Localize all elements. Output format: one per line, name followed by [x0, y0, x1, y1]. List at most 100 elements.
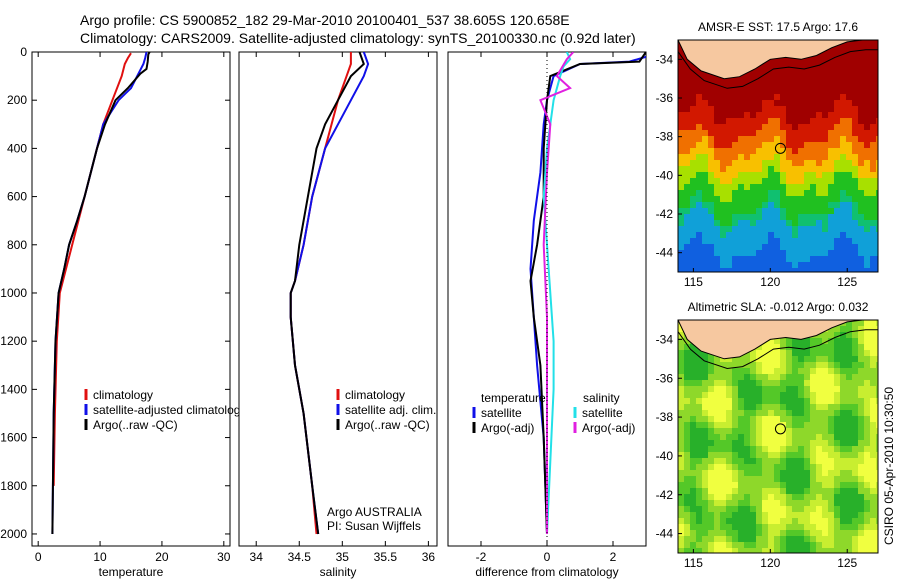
sla-map-cell: [840, 476, 847, 483]
sst-map-cell: [822, 76, 829, 83]
sst-map-cell: [840, 256, 847, 263]
difference-xtick-label: -2: [476, 550, 487, 564]
sla-map-cell: [720, 524, 727, 531]
sla-map-cell: [780, 542, 787, 549]
sst-map-cell: [738, 244, 745, 251]
sst-map-cell: [690, 214, 697, 221]
sla-map-cell: [786, 542, 793, 549]
sst-map-cell: [714, 238, 721, 245]
sst-map-cell: [762, 88, 769, 95]
sst-map-cell: [678, 106, 685, 113]
sla-map-cell: [750, 476, 757, 483]
sst-map-cell: [846, 82, 853, 89]
sla-map-cell: [750, 416, 757, 423]
sla-map-cell: [822, 410, 829, 417]
sla-map-cell: [816, 446, 823, 453]
sla-map-cell: [732, 392, 739, 399]
sla-map-cell: [756, 356, 763, 363]
sla-map-cell: [846, 470, 853, 477]
sst-map-cell: [870, 130, 877, 137]
sla-map-cell: [738, 494, 745, 501]
sst-map-cell: [738, 208, 745, 215]
sst-map-cell: [792, 58, 799, 65]
sst-map-cell: [678, 130, 685, 137]
sst-map-cell: [876, 238, 878, 245]
sla-map-cell: [690, 458, 697, 465]
sst-map-cell: [714, 106, 721, 113]
sla-map-cell: [792, 380, 799, 387]
sst-map-cell: [756, 220, 763, 227]
sst-map-cell: [756, 202, 763, 209]
sla-map-cell: [864, 524, 871, 531]
sst-map-cell: [810, 142, 817, 149]
sst-map-cell: [732, 118, 739, 125]
sla-map-cell: [834, 464, 841, 471]
sst-map-cell: [738, 250, 745, 257]
sst-map-cell: [780, 184, 787, 191]
sst-map-cell: [774, 226, 781, 233]
sla-map-cell: [858, 374, 865, 381]
sla-map-cell: [870, 422, 877, 429]
sla-map-cell: [720, 392, 727, 399]
sla-map-cell: [804, 452, 811, 459]
sst-map-cell: [732, 136, 739, 143]
sla-map-cell: [810, 512, 817, 519]
sla-map-cell: [732, 398, 739, 405]
sst-map-cell: [852, 172, 859, 179]
sst-map-cell: [726, 76, 733, 83]
sst-map-cell: [804, 58, 811, 65]
sst-map-cell: [708, 184, 715, 191]
sla-map-cell: [780, 434, 787, 441]
sla-map-cell: [720, 362, 727, 369]
sst-map-cell: [858, 196, 865, 203]
sst-map-cell: [840, 136, 847, 143]
sst-map-cell: [780, 124, 787, 131]
sla-map-cell: [696, 446, 703, 453]
sla-map-cell: [696, 434, 703, 441]
sst-map-cell: [762, 70, 769, 77]
sla-map-cell: [744, 446, 751, 453]
sla-map-cell: [858, 320, 865, 327]
sst-map-cell: [816, 100, 823, 107]
sst-map-cell: [714, 166, 721, 173]
sla-map-cell: [726, 416, 733, 423]
temperature-ytick-label: 1800: [0, 479, 27, 493]
sla-map-cell: [756, 482, 763, 489]
sst-map-cell: [726, 136, 733, 143]
sla-map-cell: [744, 500, 751, 507]
sla-map-cell: [816, 356, 823, 363]
sla-map-cell: [696, 524, 703, 531]
sst-map-cell: [828, 256, 835, 263]
sst-map-cell: [702, 106, 709, 113]
sla-map-cell: [726, 446, 733, 453]
sla-map-cell: [780, 512, 787, 519]
sla-map-cell: [876, 350, 878, 357]
sst-map-cell: [852, 250, 859, 257]
sst-map-cell: [708, 250, 715, 257]
sla-map-cell: [690, 380, 697, 387]
sla-map-cell: [690, 368, 697, 375]
sst-map-cell: [870, 76, 877, 83]
sst-map-cell: [780, 238, 787, 245]
sla-map-cell: [858, 398, 865, 405]
sst-map-cell: [780, 166, 787, 173]
salinity-frame: [238, 51, 438, 547]
sla-map-cell: [768, 506, 775, 513]
sla-map-cell: [816, 410, 823, 417]
sla-map-cell: [846, 530, 853, 537]
salinity-xtick-label: 35: [336, 550, 350, 564]
sla-map-cell: [804, 374, 811, 381]
sla-map-cell: [678, 362, 685, 369]
sst-map-cell: [714, 220, 721, 227]
sst-map-cell: [834, 214, 841, 221]
sst-map-cell: [786, 256, 793, 263]
sst-map-cell: [798, 172, 805, 179]
temperature-xtick-label: 0: [35, 550, 42, 564]
sst-map-cell: [750, 202, 757, 209]
sla-map-cell: [834, 368, 841, 375]
sla-map-cell: [720, 446, 727, 453]
sst-map-cell: [846, 262, 853, 269]
sst-map-cell: [870, 226, 877, 233]
sst-map-cell: [870, 184, 877, 191]
sla-map-cell: [774, 458, 781, 465]
